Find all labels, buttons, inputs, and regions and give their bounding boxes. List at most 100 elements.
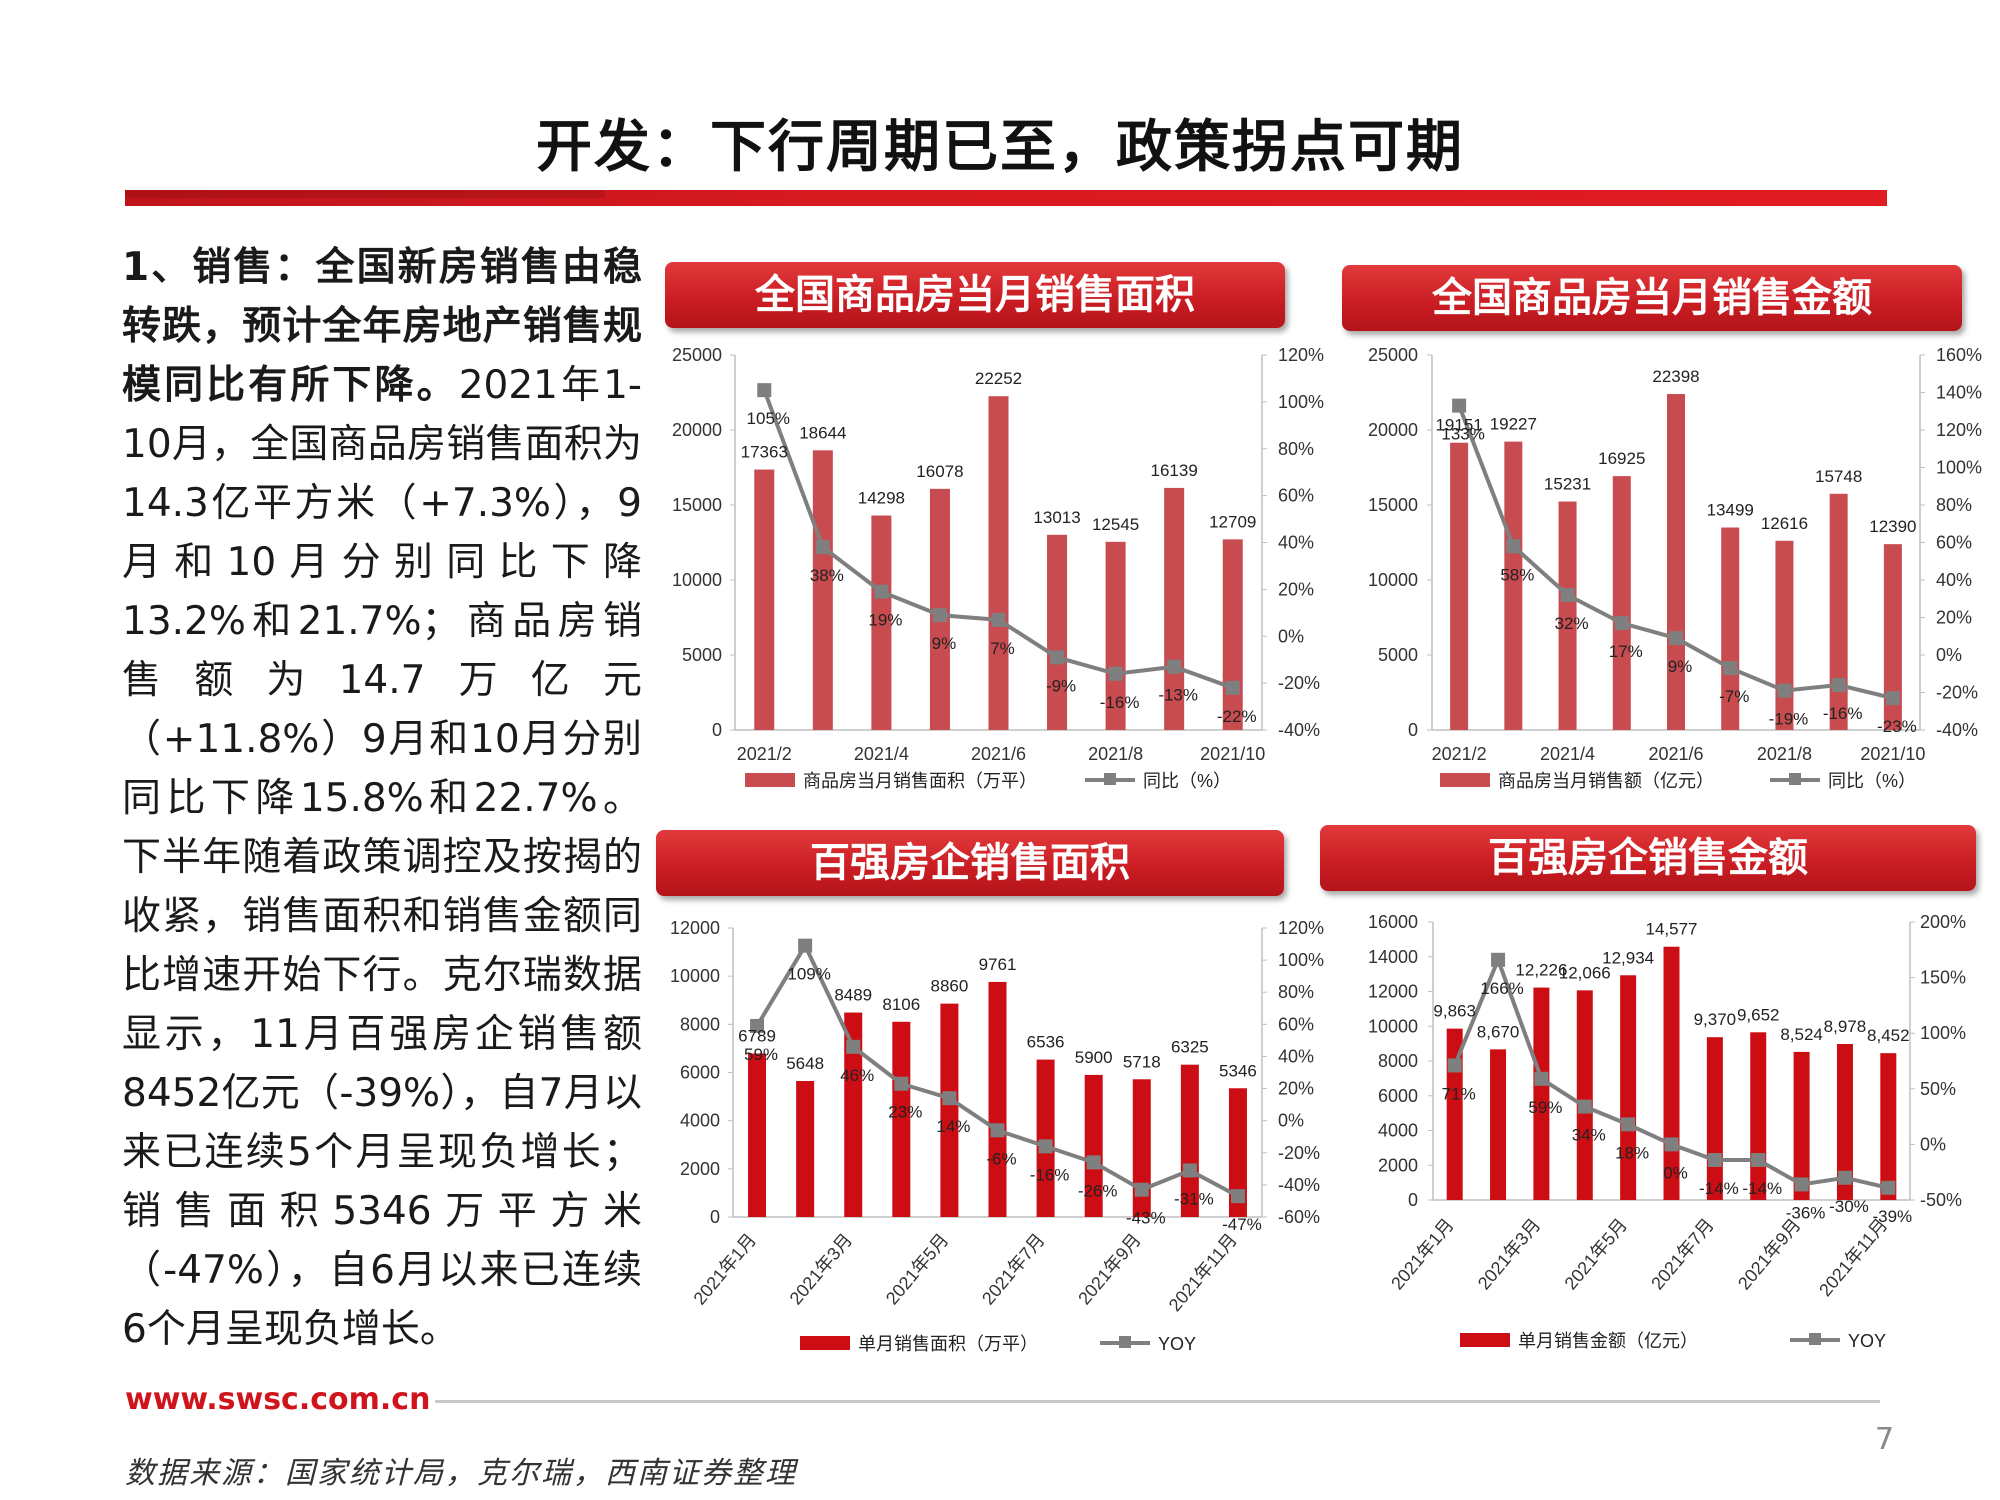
chart1-yoy-label: 38%: [810, 566, 844, 585]
chart1-bar: [1105, 541, 1126, 730]
chart4-yoy-marker: [1621, 1117, 1636, 1132]
chart2-yoy-label: -19%: [1769, 710, 1809, 729]
chart1-xtick-label: 2021/2: [737, 744, 792, 764]
chart4-yoy-marker: [1881, 1180, 1896, 1195]
chart1-xtick-label: 2021/4: [854, 744, 909, 764]
chart1-ytick-right-label: -20%: [1278, 673, 1320, 693]
chart1-yoy-label: 7%: [990, 639, 1015, 658]
chart3-xtick-label: 2021年1月: [689, 1230, 760, 1309]
chart2-bar: [1667, 394, 1685, 730]
chart3-bar: [892, 1021, 911, 1217]
chart2-bar-label: 16925: [1598, 449, 1645, 468]
chart3-bar-label: 9761: [979, 955, 1017, 974]
chart1-ytick-right-label: 80%: [1278, 439, 1314, 459]
chart4-yoy-label: 34%: [1572, 1126, 1606, 1145]
chart2-ytick-right-label: 120%: [1936, 420, 1982, 440]
chart2-bar: [1558, 501, 1577, 730]
chart1-yoy-marker: [1167, 659, 1182, 674]
chart3-yoy-marker: [1134, 1182, 1149, 1197]
chart1-header: 全国商品房当月销售面积: [665, 262, 1285, 328]
chart1-bar-label: 14298: [858, 489, 905, 508]
chart3-yoy-label: -6%: [986, 1149, 1016, 1168]
chart4-legend-line-marker: [1809, 1333, 1821, 1345]
chart1-bar: [754, 469, 775, 730]
chart1-bar-label: 18644: [799, 423, 846, 442]
chart2-yoy-marker: [1614, 616, 1629, 631]
chart2-bar: [1450, 442, 1469, 730]
chart1-xtick-label: 2021/10: [1200, 744, 1265, 764]
chart3-bar: [1036, 1059, 1055, 1217]
chart3-bar-label: 5648: [786, 1054, 824, 1073]
chart2-header: 全国商品房当月销售金额: [1342, 265, 1962, 331]
chart1-ytick-right-label: 120%: [1278, 345, 1324, 365]
chart4-yoy-marker: [1534, 1071, 1549, 1086]
chart3-ytick-left-label: 12000: [670, 918, 720, 938]
chart1-ytick-right-label: -40%: [1278, 720, 1320, 740]
chart3-legend-bar-label: 单月销售面积（万平）: [858, 1334, 1038, 1354]
chart4-yoy-marker: [1491, 952, 1506, 967]
chart1-yoy-marker: [991, 612, 1006, 627]
chart4-ytick-left-label: 0: [1408, 1190, 1418, 1210]
chart1-ytick-left-label: 20000: [672, 420, 722, 440]
chart3-yoy-label: 46%: [840, 1066, 874, 1085]
chart2-legend-bar-label: 商品房当月销售额（亿元）: [1498, 771, 1714, 791]
chart4-ytick-right-label: 150%: [1920, 968, 1966, 988]
chart1-yoy-label: -22%: [1217, 707, 1257, 726]
chart3-bar: [1084, 1074, 1103, 1217]
chart1-ytick-left-label: 5000: [682, 645, 722, 665]
chart1-yoy-marker: [1050, 650, 1065, 665]
chart1-yoy-marker: [815, 540, 830, 555]
chart4-bar-label: 8,524: [1780, 1025, 1823, 1044]
chart3-yoy-label: -43%: [1126, 1209, 1166, 1228]
chart3-bar-label: 6325: [1171, 1038, 1209, 1057]
chart1-yoy-label: 9%: [932, 634, 957, 653]
summary-text: 1、销售：全国新房销售由稳转跌，预计全年房地产销售规模同比有所下降。2021年1…: [122, 238, 642, 1359]
chart4-yoy-label: 166%: [1480, 979, 1523, 998]
chart4-ytick-right-label: -50%: [1920, 1190, 1962, 1210]
chart2-yoy-marker: [1560, 588, 1575, 602]
chart4-bar-label: 12,226: [1515, 961, 1567, 980]
chart2-legend-line-label: 同比（%）: [1828, 771, 1916, 791]
data-source: 数据来源：国家统计局，克尔瑞，西南证券整理: [125, 1456, 797, 1491]
chart2-bar-label: 13499: [1707, 501, 1754, 520]
chart2-xtick-label: 2021/4: [1540, 744, 1595, 764]
chart4-xtick-label: 2021年1月: [1387, 1215, 1458, 1294]
chart2-bar: [1883, 544, 1902, 730]
chart3-xtick-label: 2021年5月: [882, 1230, 953, 1309]
chart3-xtick-label: 2021年7月: [978, 1230, 1049, 1309]
chart1-yoy-label: 19%: [868, 611, 902, 630]
chart2-bar: [1775, 540, 1794, 730]
chart1-ytick-right-label: 60%: [1278, 486, 1314, 506]
chart1-yoy-marker: [932, 608, 947, 623]
chart2-yoy-marker: [1452, 398, 1467, 413]
chart1-legend-line-marker: [1104, 773, 1116, 785]
chart3-ytick-right-label: -60%: [1278, 1207, 1320, 1227]
chart3-ytick-right-label: 60%: [1278, 1014, 1314, 1034]
chart2-ytick-left-label: 5000: [1378, 645, 1418, 665]
chart2-yoy-label: -7%: [1719, 687, 1749, 706]
chart3-bar-label: 8106: [882, 995, 920, 1014]
chart2-legend-line-marker: [1789, 773, 1801, 785]
chart3-legend-bar-swatch: [800, 1336, 850, 1350]
chart3-legend-line-marker: [1119, 1336, 1131, 1348]
chart3-yoy-marker: [1086, 1155, 1101, 1170]
chart3-yoy-label: -16%: [1030, 1165, 1070, 1184]
chart1-xtick-label: 2021/8: [1088, 744, 1143, 764]
chart4-ytick-left-label: 4000: [1378, 1121, 1418, 1141]
chart1-ytick-right-label: 0%: [1278, 626, 1304, 646]
chart1-bar: [812, 450, 833, 730]
summary-body: 2021年1-10月，全国商品房销售面积为14.3亿平方米（+7.3%），9月和…: [122, 363, 642, 1352]
chart3-ytick-left-label: 4000: [680, 1111, 720, 1131]
footer-url[interactable]: www.swsc.com.cn: [125, 1382, 431, 1417]
chart3-ytick-left-label: 2000: [680, 1159, 720, 1179]
chart3-bar: [988, 981, 1007, 1217]
chart4-xtick-label: 2021年7月: [1647, 1215, 1718, 1294]
chart3-yoy-marker: [798, 938, 813, 953]
chart2-yoy-label: -23%: [1877, 717, 1917, 736]
chart3-yoy-label: -26%: [1078, 1181, 1118, 1200]
chart1-yoy-label: -16%: [1100, 693, 1140, 712]
chart4-ytick-right-label: 0%: [1920, 1134, 1946, 1154]
chart4-yoy-marker: [1751, 1152, 1766, 1167]
chart2-ytick-right-label: 0%: [1936, 645, 1962, 665]
chart2-ytick-right-label: 80%: [1936, 495, 1972, 515]
